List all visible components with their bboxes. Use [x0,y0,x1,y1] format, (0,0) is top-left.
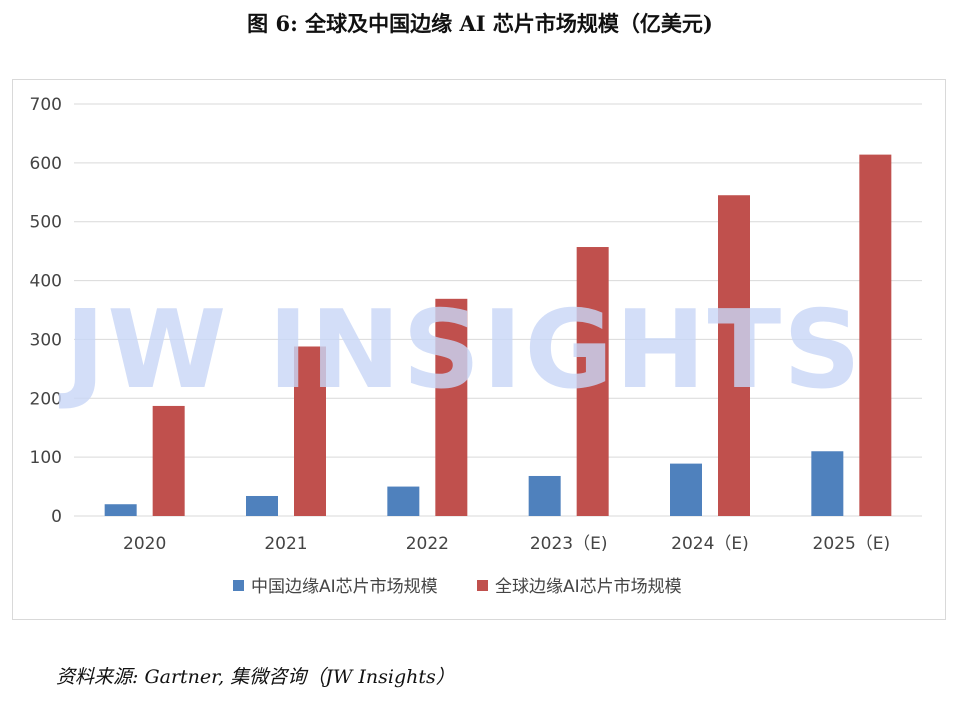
bars [104,154,892,517]
legend-swatch [233,580,244,591]
bar-china-3 [528,475,561,516]
x-tick-label: 2022 [406,534,449,554]
y-tick-label: 600 [30,154,62,174]
y-tick-label: 100 [30,448,62,468]
legend: 中国边缘AI芯片市场规模 全球边缘AI芯片市场规模 [233,577,682,597]
bar-china-5 [811,451,844,516]
y-axis-tick-labels: 0 100 200 300 400 500 600 700 [30,95,62,527]
x-axis-tick-labels: 2020 2021 2022 2023（E) 2024（E) 2025（E) [123,534,890,554]
x-tick-label: 2023（E) [530,534,608,554]
bar-global-0 [152,405,185,516]
y-tick-label: 700 [30,95,62,115]
bar-china-1 [246,495,278,516]
legend-label: 中国边缘AI芯片市场规模 [251,577,438,597]
figure-title: 图 6: 全球及中国边缘 AI 芯片市场规模（亿美元) [247,11,713,36]
y-tick-label: 300 [30,330,62,350]
x-tick-label: 2025（E) [813,534,891,554]
y-tick-label: 400 [30,272,62,292]
x-tick-label: 2021 [264,534,307,554]
watermark-text: JW INSIGHTS [58,288,863,413]
y-tick-label: 0 [51,507,62,527]
legend-label: 全球边缘AI芯片市场规模 [495,577,682,597]
chart-frame [12,79,946,620]
bar-china-0 [104,504,137,516]
x-tick-label: 2020 [123,534,166,554]
bar-global-3 [576,247,609,516]
source-note: 资料来源: Gartner, 集微咨询（JW Insights） [56,666,455,688]
y-tick-label: 200 [30,389,62,409]
y-tick-label: 500 [30,213,62,233]
legend-swatch [477,580,488,591]
x-tick-label: 2024（E) [671,534,749,554]
gridlines [74,103,922,517]
bar-china-2 [387,486,420,516]
bar-global-5 [859,154,892,517]
bar-global-4 [718,195,750,516]
bar-global-2 [435,298,468,516]
bar-global-1 [294,346,326,516]
bar-china-4 [670,463,702,516]
